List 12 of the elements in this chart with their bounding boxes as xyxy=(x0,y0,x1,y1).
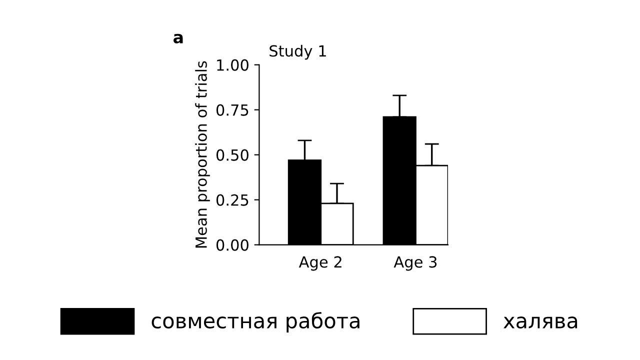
x-tick-label: Age 2 xyxy=(298,256,342,271)
x-tick-label: Age 3 xyxy=(394,256,437,271)
chart-title: Study 1 xyxy=(270,44,326,60)
text: a xyxy=(174,34,183,44)
y-tick-label: 0.25 xyxy=(216,194,248,206)
legend-label: совместная работа xyxy=(152,312,360,333)
y-tick-label: 0.50 xyxy=(216,149,248,161)
legend-label: халява xyxy=(504,316,578,329)
y-tick-label: 0.75 xyxy=(216,104,248,116)
y-axis-title: Mean proportion of trials xyxy=(195,61,210,248)
y-tick-label: 0.00 xyxy=(216,239,248,251)
y-tick-label: 1.00 xyxy=(217,59,248,71)
